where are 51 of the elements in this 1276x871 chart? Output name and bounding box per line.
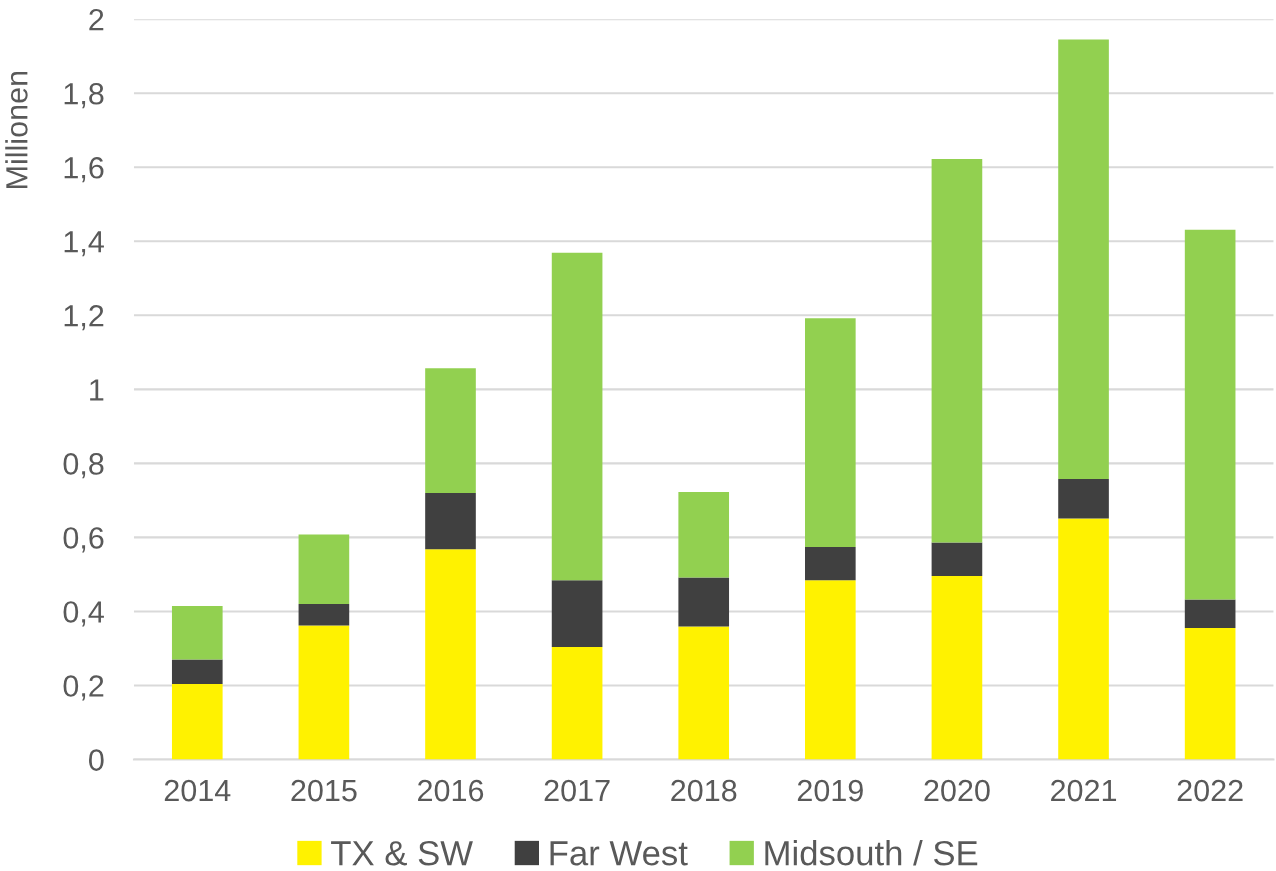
bar xyxy=(1184,229,1236,600)
x-tick-label: 2018 xyxy=(671,779,737,802)
x-tick-label: 2015 xyxy=(291,779,357,802)
y-tick-label: 0,4 xyxy=(63,601,104,627)
x-tick-label: 2020 xyxy=(924,779,990,802)
y-tick-label: 0,2 xyxy=(63,675,104,701)
y-tick-label: 1,8 xyxy=(64,82,104,109)
bar xyxy=(171,605,223,660)
bar xyxy=(678,626,730,760)
bar xyxy=(805,547,856,581)
y-tick-label: 1,4 xyxy=(64,231,104,257)
bar xyxy=(551,252,603,581)
bar xyxy=(298,534,350,605)
bar xyxy=(1058,478,1109,519)
bar xyxy=(298,625,350,760)
y-tick-label: 2 xyxy=(89,8,104,31)
y-tick-label: 0 xyxy=(89,749,104,771)
bar xyxy=(551,646,603,760)
y-tick-label: 0,8 xyxy=(63,453,104,479)
bar xyxy=(171,684,223,760)
bar xyxy=(931,542,983,576)
legend-label: Midsouth / SE xyxy=(765,840,978,866)
x-tick-label: 2019 xyxy=(797,779,863,802)
bar xyxy=(678,491,730,578)
bar xyxy=(171,659,223,684)
bar xyxy=(805,580,856,760)
x-tick-label: 2022 xyxy=(1177,779,1243,802)
bar xyxy=(805,318,856,548)
bar xyxy=(678,577,730,627)
x-tick-label: 2014 xyxy=(164,779,231,802)
y-tick-label: 1 xyxy=(90,379,104,401)
bar xyxy=(931,575,983,760)
y-tick-label: 1,2 xyxy=(64,305,104,331)
y-tick-label: 1,6 xyxy=(64,156,104,183)
x-tick-label: 2017 xyxy=(544,779,610,802)
bar xyxy=(425,368,476,493)
bar xyxy=(551,580,603,647)
bar xyxy=(425,549,476,760)
bar xyxy=(1184,628,1236,760)
bar xyxy=(1184,599,1236,629)
x-tick-label: 2016 xyxy=(418,779,484,802)
y-axis-title: Millionen xyxy=(5,71,28,188)
bar xyxy=(1058,518,1109,760)
bar xyxy=(425,492,476,550)
legend-label: Far West xyxy=(550,841,688,866)
y-tick-label: 0,6 xyxy=(63,527,104,553)
bar xyxy=(298,604,350,626)
x-tick-label: 2021 xyxy=(1051,779,1117,802)
bar xyxy=(1058,39,1109,479)
bar xyxy=(931,159,983,543)
legend-label: TX & SW xyxy=(331,840,473,866)
